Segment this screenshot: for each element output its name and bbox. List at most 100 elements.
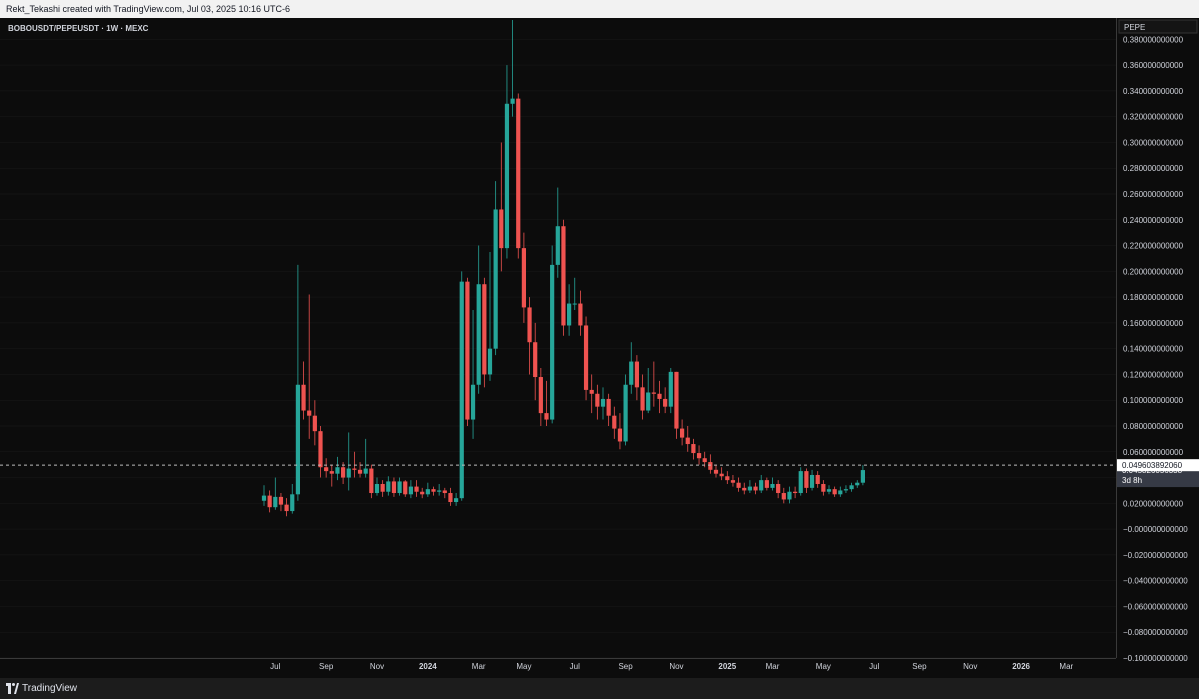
candle — [482, 277, 487, 388]
candle-body — [753, 486, 758, 491]
candle — [843, 485, 849, 494]
candle — [454, 493, 459, 506]
candle — [261, 485, 267, 506]
y-tick-label: 0.360000000000 — [1123, 61, 1184, 70]
x-tick-label: Sep — [912, 662, 927, 671]
candle — [595, 384, 600, 420]
candle-body — [357, 469, 363, 474]
candle-body — [386, 481, 391, 492]
candle — [849, 482, 854, 492]
candle-body — [770, 484, 775, 488]
candle-body — [437, 490, 442, 492]
x-tick-label: May — [816, 662, 831, 671]
candle-body — [600, 398, 606, 407]
candle-body — [380, 484, 385, 492]
candle-body — [550, 264, 555, 420]
candle-body — [307, 410, 312, 416]
candle — [425, 482, 430, 497]
candle-body — [487, 348, 493, 375]
candle — [736, 477, 741, 492]
y-tick-label: 0.160000000000 — [1123, 319, 1184, 328]
candle-body — [273, 496, 278, 508]
candle — [589, 374, 594, 414]
candle-body — [516, 98, 521, 249]
candle-body — [261, 495, 267, 501]
candle — [324, 458, 329, 478]
candle — [408, 480, 413, 499]
candle — [668, 368, 673, 414]
candle — [335, 456, 340, 481]
candle — [442, 487, 447, 499]
candle-body — [629, 361, 634, 385]
candle-body — [431, 489, 436, 492]
candle-body — [346, 468, 351, 478]
candle-body — [804, 471, 809, 488]
candle-body — [510, 98, 515, 104]
candle — [369, 464, 374, 499]
candle-body — [736, 482, 741, 488]
y-tick-label: −0.100000000000 — [1123, 654, 1188, 663]
y-tick-label: 0.260000000000 — [1123, 190, 1184, 199]
candle-body — [589, 389, 594, 394]
candle-body — [278, 496, 284, 505]
candle-body — [815, 474, 820, 484]
candle — [555, 187, 560, 278]
x-tick-label: Mar — [1059, 662, 1073, 671]
candle — [657, 380, 662, 414]
candle — [832, 486, 837, 497]
x-tick-label: Jul — [570, 662, 580, 671]
candle-body — [843, 489, 849, 491]
candle — [691, 438, 696, 460]
x-tick-label: 2026 — [1012, 662, 1030, 671]
candle-body — [855, 482, 860, 486]
candle — [470, 310, 476, 439]
chart-area[interactable]: 0.380000000000 0.360000000000 0.3400000000… — [0, 18, 1199, 678]
brand-name: TradingView — [22, 683, 78, 694]
candle — [838, 486, 843, 497]
candle-body — [555, 226, 560, 265]
candle-body — [414, 486, 419, 492]
candle — [804, 468, 809, 494]
candle-body — [504, 103, 510, 249]
candle-body — [465, 281, 470, 420]
candle — [821, 480, 826, 496]
y-tick-label: 0.320000000000 — [1123, 113, 1184, 122]
candle — [646, 368, 651, 414]
candle-body — [397, 481, 402, 494]
candle — [527, 297, 532, 375]
candle-body — [759, 480, 764, 491]
candle — [860, 465, 865, 486]
candle-body — [369, 468, 374, 494]
candle-body — [374, 484, 380, 494]
candle — [420, 487, 425, 499]
candle — [793, 486, 798, 499]
candle-body — [742, 487, 747, 491]
candle — [713, 464, 719, 478]
candle-body — [832, 489, 837, 495]
candle-body — [646, 392, 651, 411]
candle-body — [318, 431, 323, 468]
candle — [346, 432, 351, 491]
y-tick-label: 0.020000000000 — [1123, 499, 1184, 508]
candle — [301, 361, 306, 420]
candle-body — [849, 485, 854, 490]
candle — [826, 485, 832, 495]
candle — [730, 474, 736, 487]
scale-label-box[interactable]: PEPE — [1118, 19, 1198, 34]
candle-body — [476, 284, 481, 385]
candle — [386, 476, 391, 496]
candle — [459, 271, 464, 501]
candle — [273, 477, 278, 510]
y-tick-label: 0.340000000000 — [1123, 87, 1184, 96]
candle — [747, 480, 752, 494]
candle — [787, 486, 792, 504]
candlestick-chart[interactable]: 0.380000000000 0.360000000000 0.3400000000… — [0, 18, 1199, 678]
y-tick-label: 0.140000000000 — [1123, 345, 1184, 354]
y-tick-label: −0.020000000000 — [1123, 551, 1188, 560]
candle-body — [538, 377, 543, 414]
candle — [708, 454, 713, 474]
price-tags: 0.0458260563383d 8h0.049603892060 — [1117, 459, 1199, 488]
candle-body — [290, 494, 295, 512]
candle-body — [284, 504, 289, 512]
candle-body — [708, 462, 713, 470]
